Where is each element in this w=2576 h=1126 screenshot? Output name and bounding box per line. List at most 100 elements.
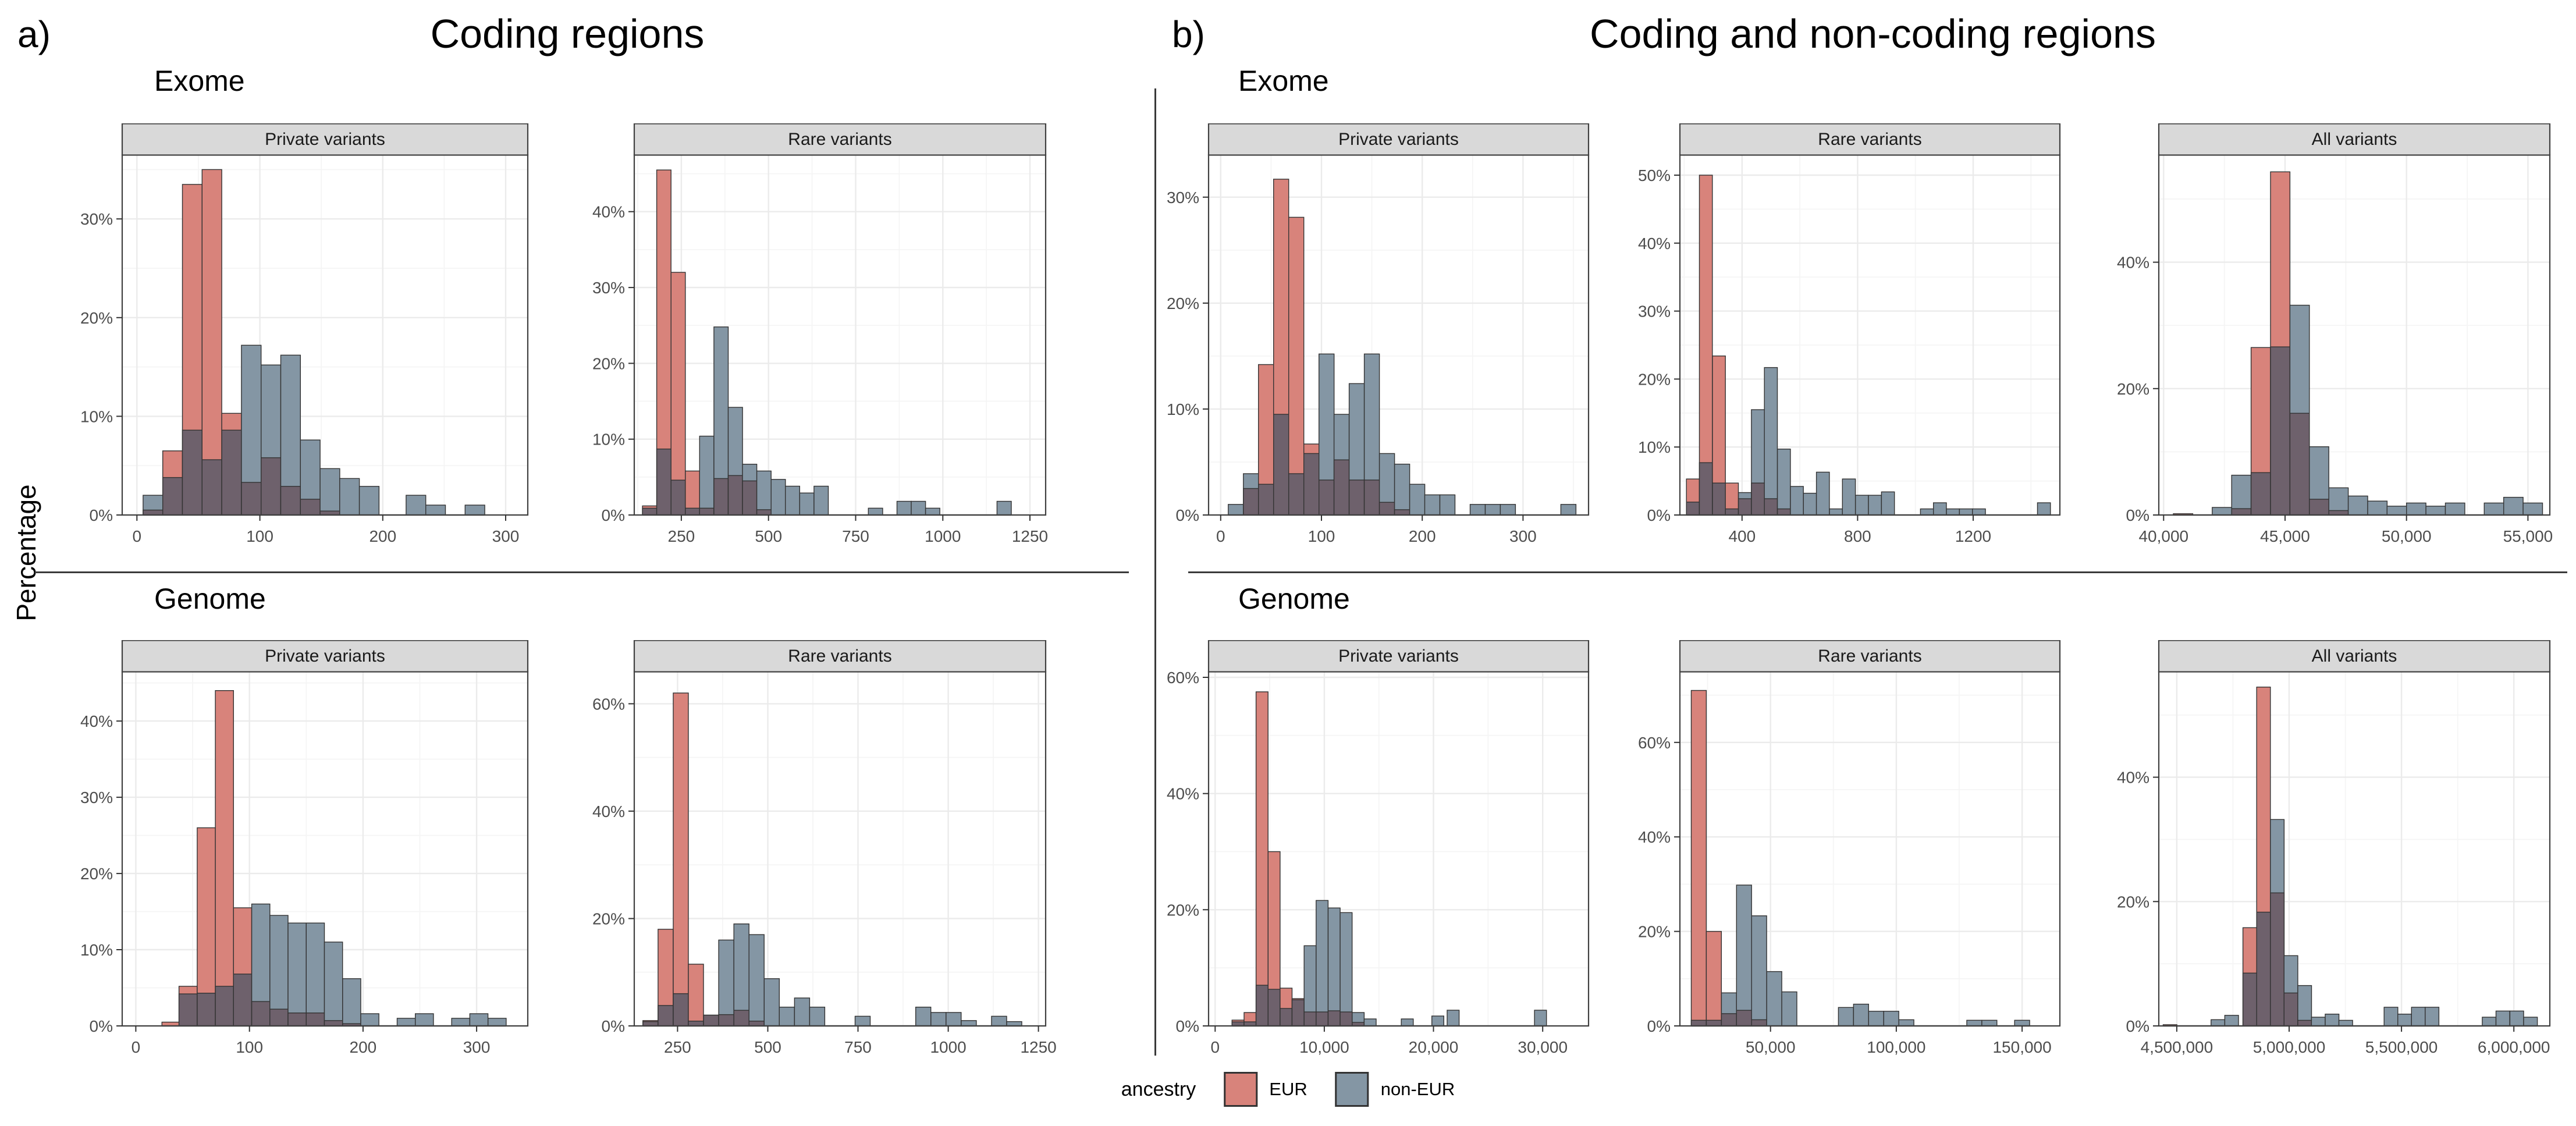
legend-label-eur: EUR [1269, 1079, 1307, 1099]
bar-non-eur [896, 500, 912, 516]
bars [642, 169, 1012, 516]
bar-non-eur [2347, 495, 2368, 516]
bar-non-eur [1736, 885, 1752, 1026]
bar-overlap [748, 1021, 765, 1026]
bar-eur [201, 169, 222, 516]
bar-eur [1288, 216, 1305, 516]
bar-overlap [1699, 462, 1713, 516]
bar-non-eur [756, 470, 772, 516]
bar-overlap [642, 507, 658, 516]
bar-overlap [2242, 972, 2257, 1026]
row-label-exome-b: Exome [1238, 65, 1329, 97]
chart-b-exome-rare-variants: Rare variants 400 800 1200 0% 10% 20% 30% 40% 50% [1625, 123, 2070, 557]
strip-title: Rare variants [1818, 647, 1921, 666]
chart-b-exome-all-variants: All variants 40,000 45,000 50,000 55,000 0% 20… [2095, 123, 2560, 557]
strip-header: All variants [2158, 640, 2551, 673]
bar-overlap [2328, 510, 2349, 516]
bar-overlap [703, 1014, 719, 1026]
bar-non-eur [1946, 508, 1960, 516]
strip-title: Private variants [1338, 647, 1459, 666]
bar-overlap [1721, 1013, 1737, 1026]
y-tick-label: 0% [2126, 506, 2149, 524]
strip-title: All variants [2312, 647, 2397, 666]
bar-overlap [642, 1021, 659, 1026]
bars [642, 692, 1022, 1027]
x-tick-label: 250 [664, 1038, 691, 1056]
bar-eur [670, 272, 686, 516]
y-tick-label: 20% [1167, 294, 1199, 312]
bar-overlap [685, 507, 701, 516]
bar-non-eur [406, 495, 427, 516]
bar-overlap [688, 1021, 704, 1026]
axes: 250 500 750 1000 1250 0% 20% 40% 60% [592, 695, 1057, 1056]
x-tick-label: 300 [492, 527, 520, 545]
bar-non-eur [915, 1007, 932, 1026]
chart-b-genome-private-variants: Private variants 0 10,000 20,000 30,000 0% 20%… [1153, 640, 1599, 1068]
bar-overlap [1348, 479, 1365, 516]
bar-non-eur [763, 978, 780, 1026]
legend-item-non-eur: non-EUR [1335, 1072, 1455, 1107]
chart-a-exome-private-variants: Private variants 0 100 200 300 0% 10% 20% 30% [55, 123, 538, 557]
bar-overlap [1706, 1020, 1722, 1026]
bar-non-eur [1339, 912, 1353, 1026]
x-tick-label: 400 [1728, 527, 1756, 545]
axes: 400 800 1200 0% 10% 20% 30% 40% 50% [1638, 166, 1991, 545]
bar-non-eur [269, 915, 289, 1026]
y-tick-label: 0% [1176, 506, 1199, 524]
strip-header: Rare variants [633, 123, 1047, 156]
y-tick-label: 20% [1638, 923, 1671, 941]
x-tick-label: 200 [369, 527, 396, 545]
panel-b-title: Coding and non-coding regions [1590, 11, 2156, 56]
bar-non-eur [2425, 506, 2446, 516]
bar-non-eur [2509, 1010, 2524, 1026]
bar-non-eur [1469, 504, 1486, 516]
bar-non-eur [1327, 907, 1341, 1026]
histogram-svg: All variants 4,500,000 5,000,000 5,500,000 6… [2117, 640, 2551, 1056]
bar-overlap [1333, 459, 1350, 516]
bar-overlap [324, 1020, 343, 1026]
x-tick-label: 0 [132, 1038, 141, 1056]
bar-overlap [261, 457, 282, 516]
bar-overlap [1736, 1010, 1752, 1026]
bars [1686, 175, 2051, 516]
strip-background [1207, 123, 1590, 156]
y-tick-label: 10% [80, 941, 113, 959]
x-tick-label: 1250 [1012, 527, 1048, 545]
x-tick-label: 150,000 [1992, 1038, 2051, 1056]
x-tick-label: 0 [1216, 527, 1225, 545]
bar-non-eur [1853, 1003, 1869, 1026]
bar-non-eur [2212, 507, 2232, 516]
bar-non-eur [469, 1013, 489, 1026]
histogram-svg: Private variants 0 10,000 20,000 30,000 0% 20%… [1167, 640, 1590, 1056]
y-tick-label: 30% [80, 210, 113, 228]
bar-non-eur [2483, 502, 2504, 516]
bar-overlap [221, 429, 242, 516]
strip-title: All variants [2312, 130, 2397, 149]
strip-title: Rare variants [788, 647, 891, 666]
strip-header: Private variants [121, 123, 529, 156]
x-tick-label: 100 [236, 1038, 263, 1056]
bar-non-eur [2014, 1020, 2030, 1026]
bar-overlap [1725, 508, 1739, 516]
y-tick-label: 20% [2117, 893, 2149, 911]
bar-non-eur [699, 435, 715, 516]
histogram-svg: Rare variants 250 500 750 1000 1250 0% 10% 20% 30… [592, 123, 1048, 545]
strip-title: Private variants [265, 647, 385, 666]
bar-eur [215, 690, 234, 1026]
strip-header: Private variants [1207, 123, 1590, 156]
y-tick-label: 40% [592, 802, 625, 820]
x-tick-label: 5,000,000 [2253, 1038, 2326, 1056]
bar-overlap [2270, 346, 2291, 516]
strip-background [1679, 640, 2061, 673]
y-tick-label: 0% [1647, 1017, 1671, 1035]
bar-overlap [280, 486, 301, 516]
bars [143, 169, 485, 516]
bar-non-eur [324, 942, 343, 1026]
bar-non-eur [1006, 1021, 1022, 1026]
x-tick-label: 0 [133, 527, 142, 545]
bar-non-eur [2383, 1007, 2399, 1026]
bar-overlap [2250, 472, 2271, 516]
bars [2162, 686, 2538, 1027]
bar-overlap [241, 482, 262, 516]
row-divider-a [35, 571, 1129, 573]
